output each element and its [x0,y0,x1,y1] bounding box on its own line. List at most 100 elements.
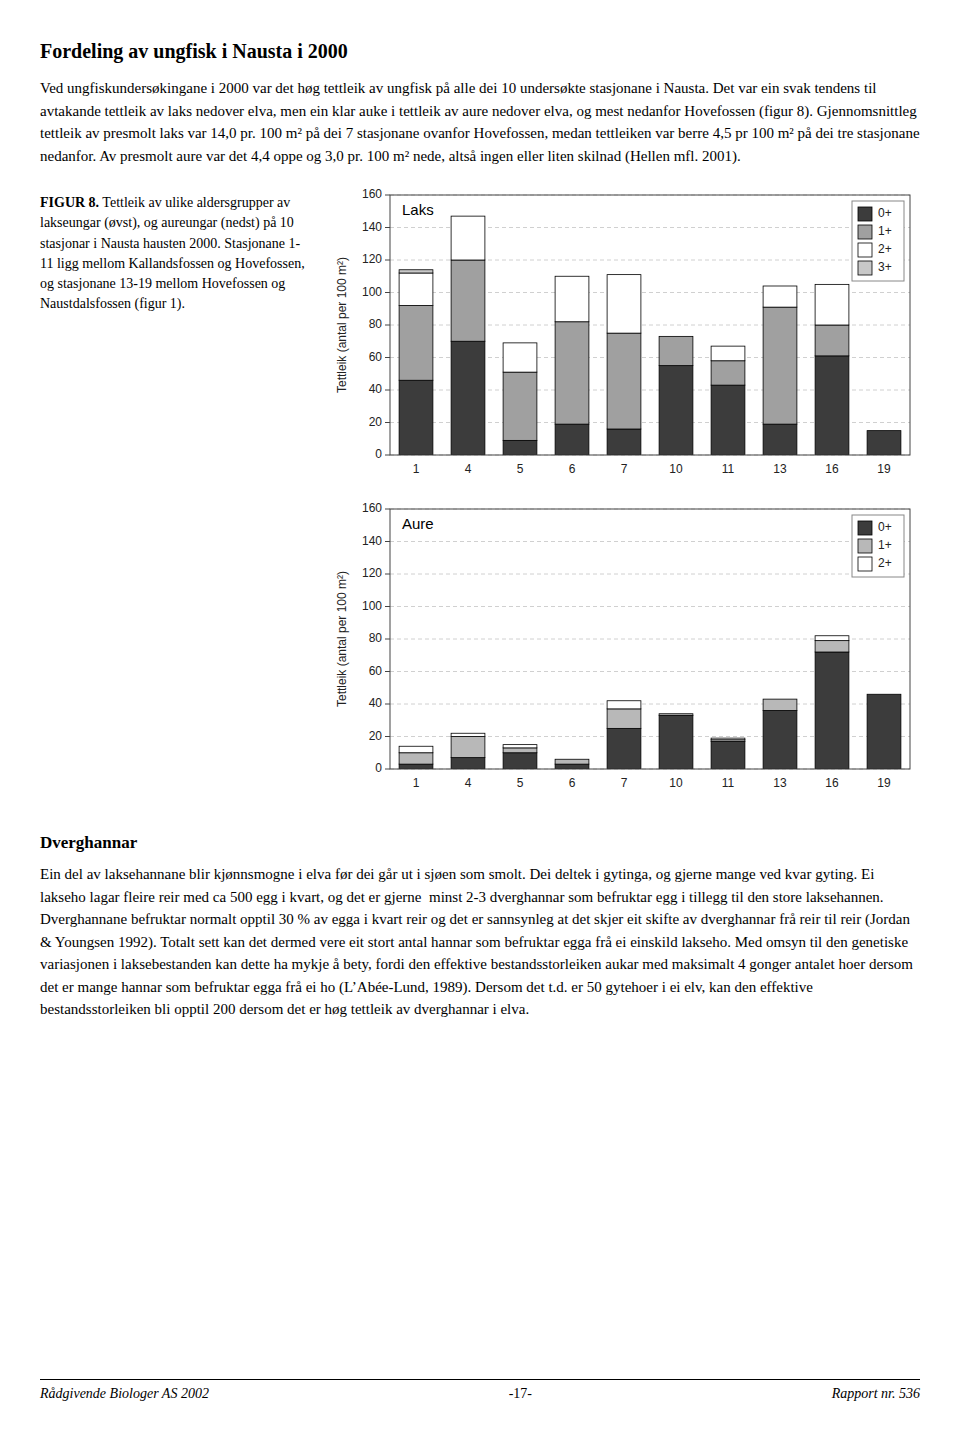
x-tick-label: 19 [877,462,891,476]
bar-segment [815,636,849,641]
chart-title: Laks [402,201,434,218]
plot-frame [390,509,910,769]
bar-segment [815,356,849,455]
bar-segment [711,741,745,769]
y-tick-label: 40 [369,696,383,710]
legend-label: 2+ [878,556,892,570]
bar-segment [867,431,901,455]
bar-segment [867,694,901,695]
bar-segment [659,336,693,365]
bar-segment [711,738,745,740]
bar-segment [659,715,693,769]
bar-segment [399,380,433,455]
bar-segment [659,336,693,337]
x-tick-label: 6 [569,776,576,790]
bar-segment [815,641,849,652]
chart-title: Aure [402,515,434,532]
y-tick [385,704,390,705]
y-tick [385,736,390,737]
y-tick [385,671,390,672]
legend-label: 0+ [878,520,892,534]
bar-segment [399,306,433,381]
bar-segment [815,284,849,285]
bar-segment [607,333,641,429]
y-tick-label: 140 [362,220,382,234]
legend-label: 1+ [878,538,892,552]
bar-chart: 020406080100120140160145671011131619Tett… [330,499,920,799]
bar-segment [555,424,589,455]
bar-segment [659,366,693,455]
grid-line [390,606,910,607]
bar-segment [867,430,901,431]
y-tick [385,357,390,358]
grid-line [390,574,910,575]
paragraph: Ein del av laksehannane blir kjønnsmogne… [40,863,920,1021]
bar-segment [815,325,849,356]
bar-segment [451,260,485,341]
bar-segment [555,759,589,760]
footer-center: -17- [509,1386,532,1402]
y-tick-label: 120 [362,566,382,580]
x-tick-label: 16 [825,462,839,476]
paragraph: Ved ungfiskundersøkingane i 2000 var det… [40,77,920,167]
x-tick-label: 11 [722,462,735,476]
figure: FIGUR 8. Tettleik av ulike aldersgrupper… [40,185,920,813]
legend-label: 1+ [878,224,892,238]
y-tick-label: 60 [369,664,383,678]
bar-segment [867,694,901,769]
y-tick-label: 140 [362,534,382,548]
x-tick-label: 11 [722,776,735,790]
legend-box [852,201,904,281]
legend-label: 3+ [878,260,892,274]
y-axis-label: Tettleik (antal per 100 m²) [335,257,349,393]
bars [399,636,901,769]
plot-frame [390,195,910,455]
bar-segment [763,307,797,424]
bar-segment [659,336,693,337]
bar-segment [763,424,797,455]
x-tick-label: 7 [621,776,628,790]
x-tick-label: 13 [773,462,787,476]
y-tick [385,422,390,423]
legend-swatch [858,207,872,221]
bar-segment [711,361,745,385]
bar-segment [607,701,641,709]
bar-segment [503,372,537,440]
x-tick-label: 5 [517,462,524,476]
bar-segment [815,284,849,325]
x-tick-label: 10 [669,776,683,790]
bar-chart: 020406080100120140160145671011131619Tett… [330,185,920,485]
bar-segment [555,276,589,322]
legend-box [852,515,904,577]
y-tick-label: 60 [369,350,383,364]
legend-swatch [858,261,872,275]
grid-line [390,541,910,542]
y-tick-label: 80 [369,317,383,331]
y-tick [385,509,390,510]
footer-right: Rapport nr. 536 [832,1386,920,1402]
legend-label: 2+ [878,242,892,256]
y-tick [385,260,390,261]
y-tick-label: 0 [375,761,382,775]
y-tick-label: 120 [362,252,382,266]
bar-segment [867,430,901,431]
x-tick-label: 1 [413,462,420,476]
bar-segment [555,322,589,424]
legend: 0+ 1+ 2+ 3+ [852,201,904,281]
bar-segment [867,430,901,431]
y-tick-label: 80 [369,631,383,645]
bar-segment [451,737,485,758]
x-tick-label: 13 [773,776,787,790]
bar-segment [503,342,537,343]
bar-segment [763,286,797,287]
bar-segment [763,711,797,770]
legend-label: 0+ [878,206,892,220]
legend-swatch [858,539,872,553]
y-tick-label: 160 [362,187,382,201]
bar-segment [503,745,537,748]
y-tick-label: 20 [369,729,383,743]
bar-segment [399,273,433,306]
y-tick-label: 160 [362,501,382,515]
bar-segment [451,733,485,736]
y-tick [385,769,390,770]
